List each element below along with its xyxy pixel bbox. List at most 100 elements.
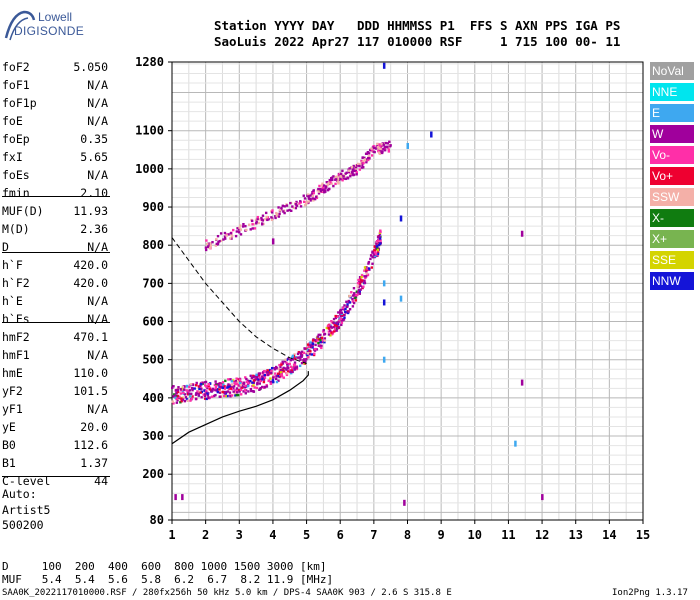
trace-point-lower — [236, 382, 239, 386]
trace-point-upper — [302, 194, 305, 197]
trace-point-upper — [336, 175, 339, 178]
trace-point-upper — [249, 228, 252, 231]
param-label-hmf2: hmF2 — [2, 330, 30, 344]
trace-point-lower — [210, 395, 214, 398]
trace-point-lower — [216, 390, 220, 394]
trace-point-lower — [255, 375, 259, 379]
param-value-fof2: 5.050 — [73, 60, 108, 74]
trace-point-lower — [311, 339, 315, 342]
trace-point-upper — [292, 206, 295, 209]
trace-point-upper — [256, 215, 260, 219]
trace-point-upper — [229, 232, 233, 235]
trace-point-lower — [196, 390, 199, 393]
trace-point-lower — [329, 325, 333, 328]
trace-point-lower — [361, 279, 364, 282]
trace-point-upper — [379, 144, 382, 148]
trace-point-lower — [194, 397, 198, 401]
trace-point-upper — [383, 148, 387, 152]
trace-point-upper — [341, 169, 344, 173]
trace-point-upper — [218, 239, 221, 243]
trace-point-lower — [179, 392, 183, 395]
trace-point-lower — [359, 288, 362, 291]
trace-point-lower — [258, 388, 261, 391]
trace-point-upper — [307, 193, 310, 196]
trace-point-upper — [291, 205, 294, 208]
trace-point-lower — [240, 384, 244, 388]
trace-point-lower — [231, 383, 234, 387]
trace-point-lower — [214, 393, 217, 397]
trace-point-upper — [384, 141, 387, 145]
trace-point-lower — [246, 384, 250, 388]
trace-point-lower — [237, 393, 240, 397]
trace-point-lower — [274, 377, 278, 381]
trace-point-upper — [219, 232, 223, 235]
trace-point-lower — [197, 394, 200, 397]
trace-point-lower — [360, 275, 363, 279]
trace-point-lower — [320, 340, 324, 344]
trace-point-upper — [211, 240, 214, 244]
trace-point-upper — [250, 219, 254, 223]
trace-point-upper — [251, 227, 254, 230]
trace-point-upper — [332, 175, 335, 178]
trace-point-lower — [218, 388, 221, 391]
legend-nne: NNE — [650, 83, 694, 101]
trace-point-lower — [363, 279, 366, 282]
trace-point-lower — [249, 387, 253, 391]
trace-point-lower — [227, 378, 230, 381]
trace-point-upper — [369, 149, 372, 152]
trace-point-lower — [339, 310, 342, 314]
trace-point-lower — [367, 267, 371, 270]
trace-point-lower — [204, 380, 208, 384]
trace-point-upper — [215, 242, 218, 246]
trace-point-lower — [294, 356, 297, 359]
trace-point-upper — [358, 168, 362, 171]
trace-point-lower — [356, 285, 359, 288]
trace-point-lower — [214, 388, 217, 392]
trace-point-lower — [263, 369, 266, 373]
digisonde-logo — [4, 8, 74, 46]
param-label-hme: hmE — [2, 366, 23, 380]
trace-point-lower — [269, 382, 273, 385]
panel-separator — [2, 252, 110, 253]
trace-point-lower — [257, 379, 260, 382]
param-value-mufd: 11.93 — [73, 204, 108, 218]
trace-point-upper — [320, 184, 324, 187]
trace-point-lower — [351, 294, 355, 297]
trace-point-lower — [257, 372, 261, 375]
trace-point-upper — [295, 204, 299, 207]
trace-point-lower — [256, 377, 260, 381]
trace-point-upper — [321, 187, 325, 190]
trace-point-lower — [373, 251, 377, 254]
trace-point-upper — [311, 197, 315, 200]
y-tick-label: 900 — [142, 200, 164, 214]
trace-point-lower — [255, 386, 259, 390]
trace-point-lower — [358, 275, 362, 279]
trace-point-lower — [347, 310, 350, 313]
trace-point-upper — [322, 184, 326, 187]
auto-scaler-text: 500200 — [2, 518, 44, 532]
trace-point-lower — [314, 347, 317, 351]
trace-point-upper — [239, 224, 242, 227]
trace-point-lower — [261, 375, 264, 378]
trace-point-upper — [352, 164, 355, 168]
trace-point-lower — [182, 396, 185, 399]
trace-point-lower — [262, 380, 266, 384]
param-label-ye: yE — [2, 420, 16, 434]
param-value-ye: 20.0 — [80, 420, 108, 434]
trace-point-upper — [225, 234, 228, 237]
trace-point-lower — [225, 390, 228, 394]
trace-point-upper — [312, 191, 315, 195]
trace-point-lower — [309, 350, 312, 353]
trace-point-upper — [223, 235, 227, 238]
trace-point-lower — [375, 245, 378, 248]
trace-point-upper — [216, 234, 220, 238]
trace-point-lower — [379, 230, 382, 233]
trace-point-lower — [285, 368, 288, 371]
trace-point-lower — [373, 245, 376, 248]
trace-point-lower — [256, 383, 259, 386]
trace-point-lower — [277, 372, 280, 375]
trace-point-lower — [189, 395, 192, 398]
x-tick-label: 8 — [404, 528, 411, 542]
trace-point-upper — [374, 147, 378, 150]
trace-point-upper — [382, 147, 385, 151]
